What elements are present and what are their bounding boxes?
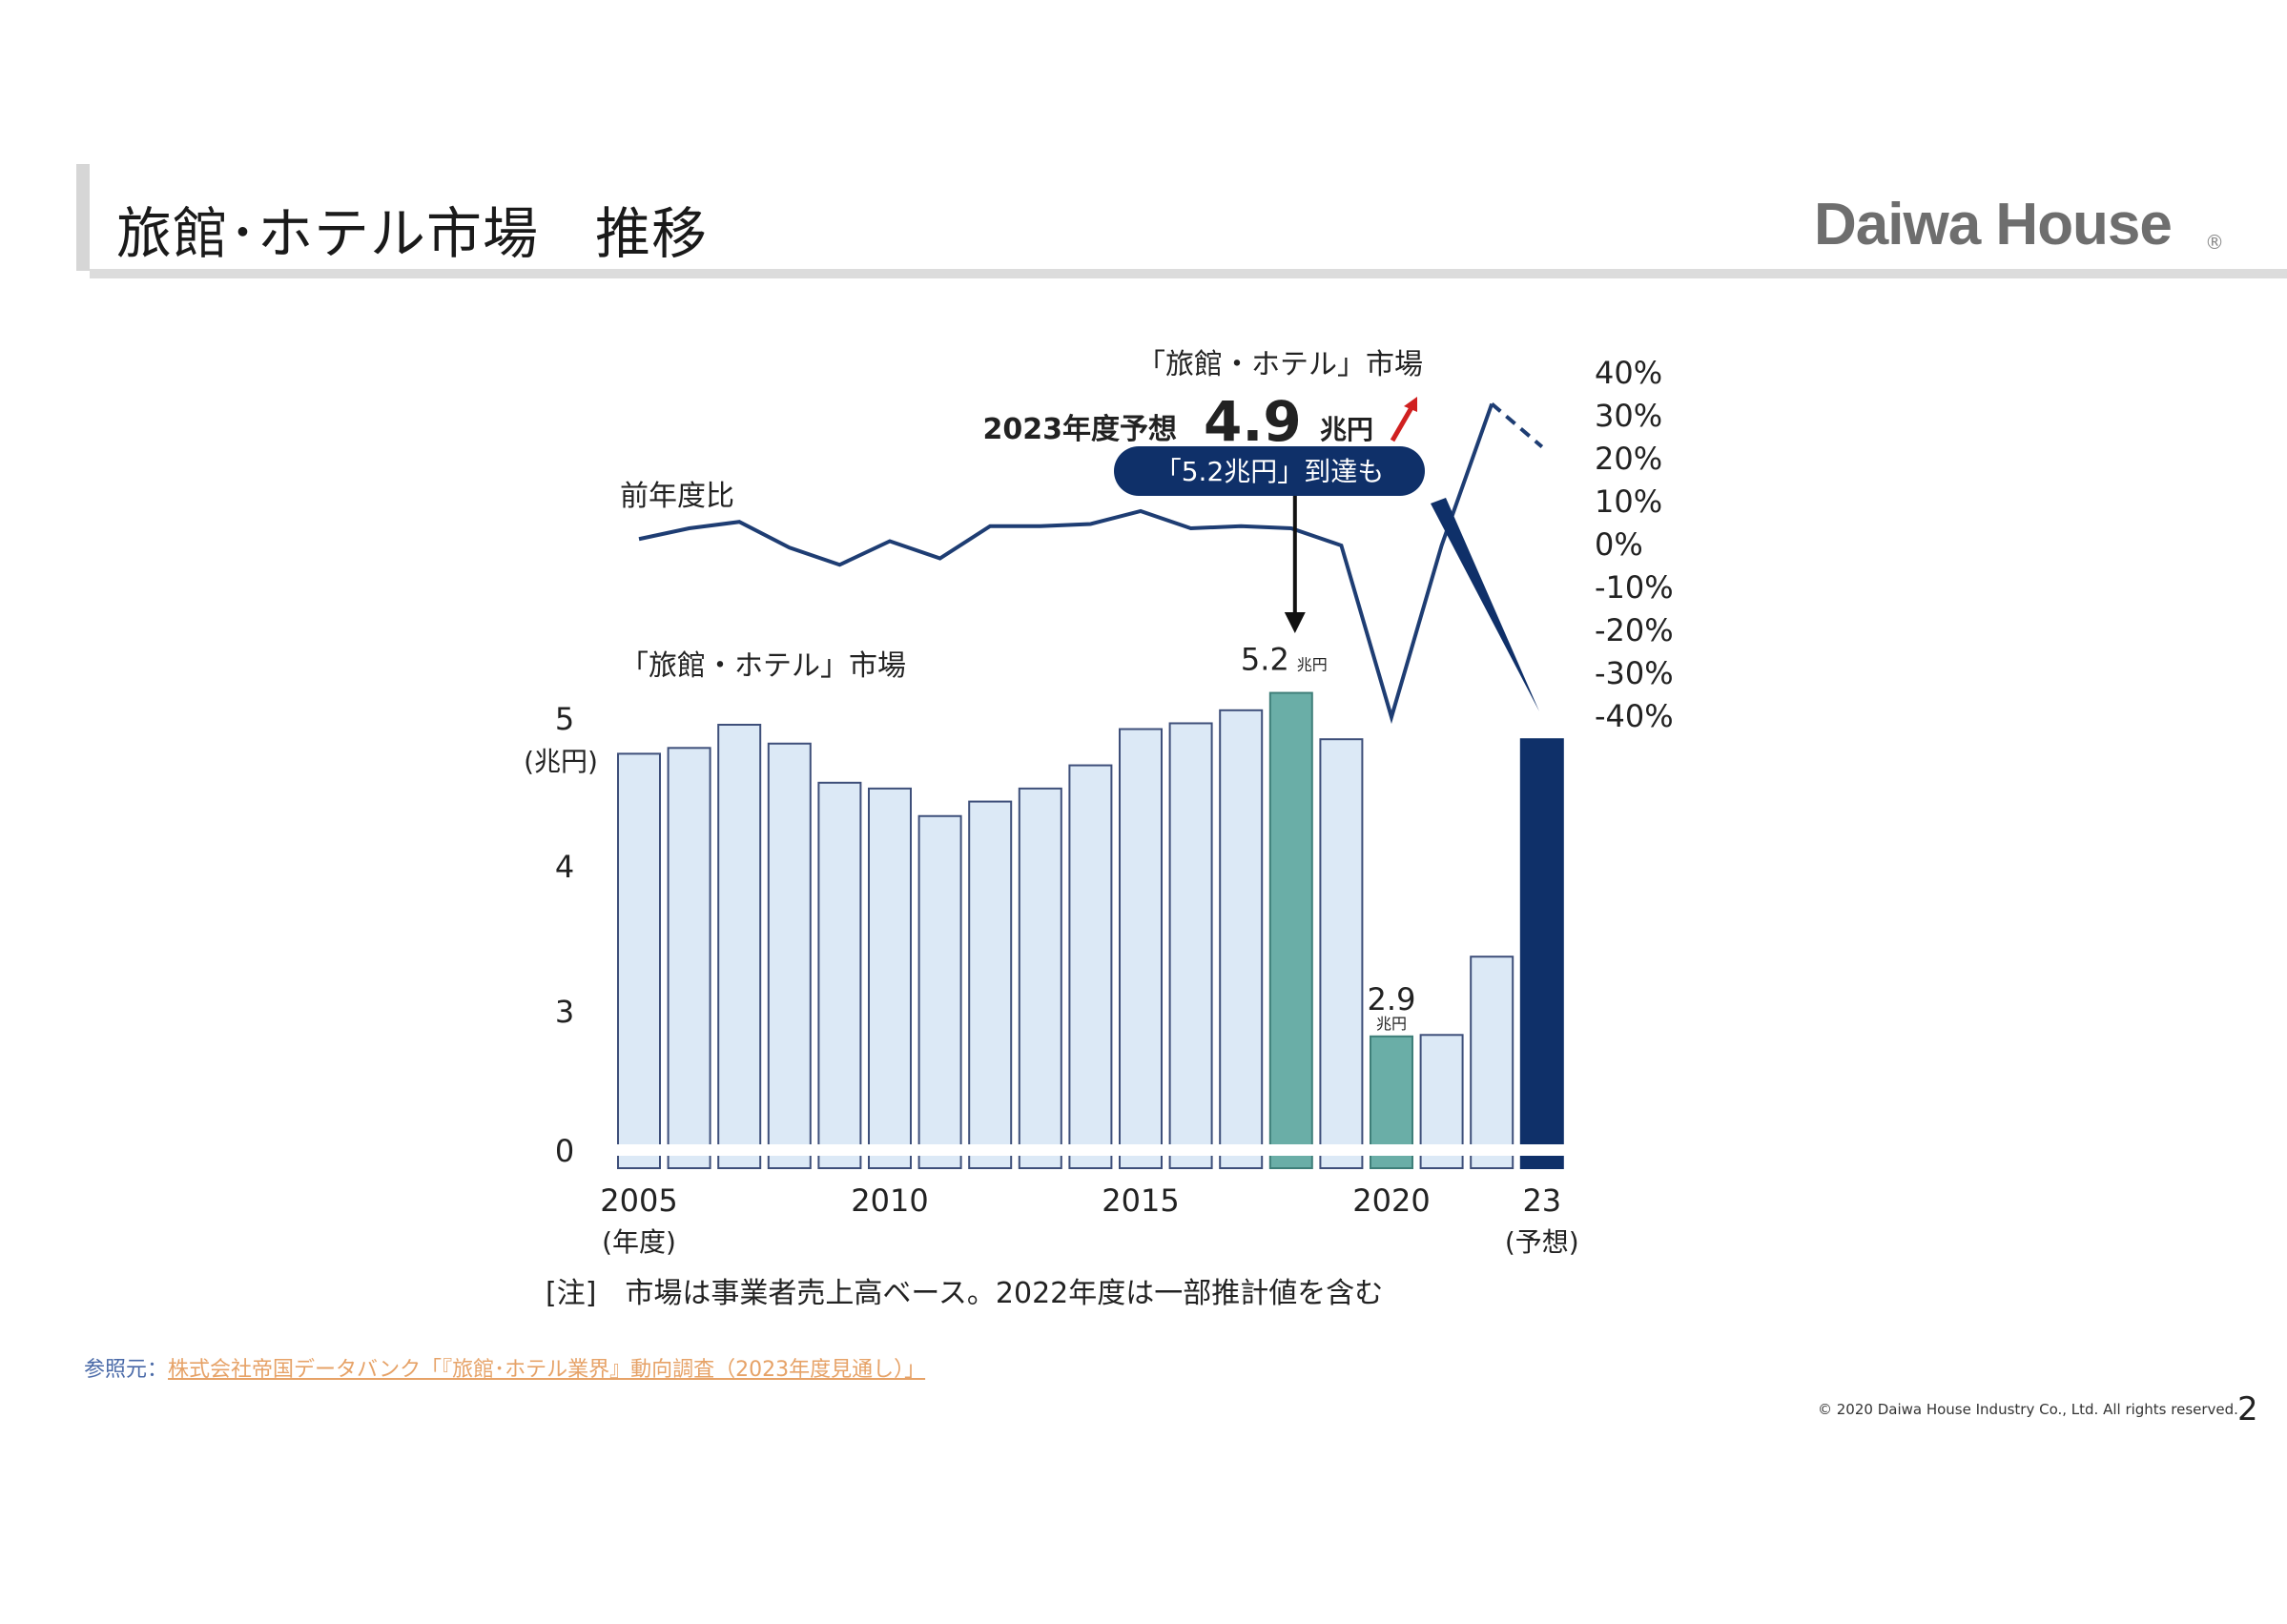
bar-2010 (868, 787, 912, 1169)
source-label: 参照元： (84, 1358, 169, 1382)
bar-2013 (1018, 787, 1062, 1169)
y-tick-label: 5 (555, 701, 574, 737)
x-tick-label: 2015 (1102, 1182, 1179, 1219)
axis-layer: 0 3 4 5 (兆円) 2005 (年度) 2010 2015 2020 23 (予想) 「旅館・ホテ… (524, 649, 1579, 1258)
y-tick-label: 4 (555, 849, 574, 885)
header-divider (90, 269, 2287, 278)
forecast-callout (1114, 446, 1425, 496)
bar-2022 (1470, 956, 1514, 1170)
bar-2012 (968, 800, 1013, 1169)
x-tick-label: 2010 (851, 1182, 928, 1219)
pointer-wedge (1431, 498, 1539, 711)
bar-series-title: 「旅館・ホテル」市場 (620, 649, 906, 683)
bar-2011 (917, 814, 962, 1169)
x-tick-sublabel: (予想) (1505, 1226, 1579, 1258)
bar-2007 (717, 724, 762, 1169)
bar-2018 (1268, 691, 1313, 1169)
bar-2019 (1319, 738, 1364, 1169)
x-tick-label: 2005 (600, 1182, 677, 1219)
daiwa-house-logo: Daiwa House (1814, 192, 2173, 257)
bar-2016 (1168, 722, 1213, 1169)
y-tick-label: 3 (555, 994, 574, 1030)
bar-2005 (617, 752, 661, 1169)
x-tick-label: 23 (1522, 1182, 1561, 1219)
yoy-tick-label: 40% (1595, 355, 1662, 391)
yoy-tick-label: -10% (1595, 569, 1674, 606)
registered-mark: ® (2205, 231, 2224, 254)
page-number: 2 (2237, 1390, 2258, 1429)
yoy-tick-label: 10% (1595, 483, 1662, 520)
yoy-series-label: 前年度比 (620, 480, 734, 513)
forecast-callout-text: 「5.2兆円」到達も (1155, 456, 1385, 487)
source-citation: 参照元：株式会社帝国データバンク「『旅館･ホテル業界』動向調査（2023年度見通… (84, 1352, 925, 1383)
bar-2006 (667, 747, 711, 1169)
forecast-prefix: 2023年度予想 (983, 413, 1178, 446)
forecast-unit: 兆円 (1320, 414, 1373, 445)
y-tick-label: 0 (555, 1133, 574, 1169)
yoy-tick-label: 0% (1595, 526, 1643, 563)
yoy-tick-label: -20% (1595, 612, 1674, 648)
bar-2015 (1119, 728, 1163, 1169)
copyright-notice: © 2020 Daiwa House Industry Co., Ltd. Al… (1818, 1401, 2238, 1418)
axis-break (608, 1144, 1572, 1156)
yoy-forecast-line (1490, 401, 1544, 449)
yoy-tick-label: 20% (1595, 441, 1662, 477)
bar-2008 (767, 742, 812, 1169)
bar-2014 (1068, 764, 1113, 1169)
yoy-tick-label: -40% (1595, 698, 1674, 734)
x-tick-label: 2020 (1352, 1182, 1430, 1219)
bar-2009 (817, 781, 862, 1169)
down-arrow-icon (1284, 612, 1306, 633)
yoy-tick-label: 30% (1595, 398, 1662, 434)
up-arrow-icon (1390, 402, 1416, 442)
line-layer: 前年度比 40% 30% 20% 10% 0% -10% -20% -30% -40% (620, 355, 1674, 734)
x-tick-sublabel: (年度) (602, 1226, 676, 1258)
source-link[interactable]: 株式会社帝国データバンク「『旅館･ホテル業界』動向調査（2023年度見通し）」 (168, 1358, 926, 1382)
bar-2017 (1219, 709, 1264, 1169)
value-unit: 兆円 (1376, 1015, 1407, 1033)
value-unit: 兆円 (1297, 656, 1328, 674)
chart-note: [注] 市場は事業者売上高ベース。2022年度は一部推計値を含む (546, 1277, 1383, 1310)
value-label: 2.9 (1368, 981, 1416, 1018)
bar-2023 (1519, 738, 1564, 1169)
y-unit-label: (兆円) (524, 746, 598, 777)
yoy-tick-label: -30% (1595, 655, 1674, 691)
bar-layer (608, 691, 1572, 1170)
header-accent-bar (76, 164, 90, 271)
yoy-line (638, 402, 1494, 725)
forecast-title: 「旅館・ホテル」市場 (1137, 348, 1423, 381)
market-chart: 0 3 4 5 (兆円) 2005 (年度) 2010 2015 2020 23 (予想) 「旅館・ホテ… (524, 348, 1674, 1310)
value-label: 5.2 (1241, 642, 1289, 678)
page-title: 旅館･ホテル市場 推移 (116, 201, 709, 266)
up-arrow-head-icon (1404, 397, 1417, 412)
forecast-value: 4.9 (1204, 389, 1302, 454)
